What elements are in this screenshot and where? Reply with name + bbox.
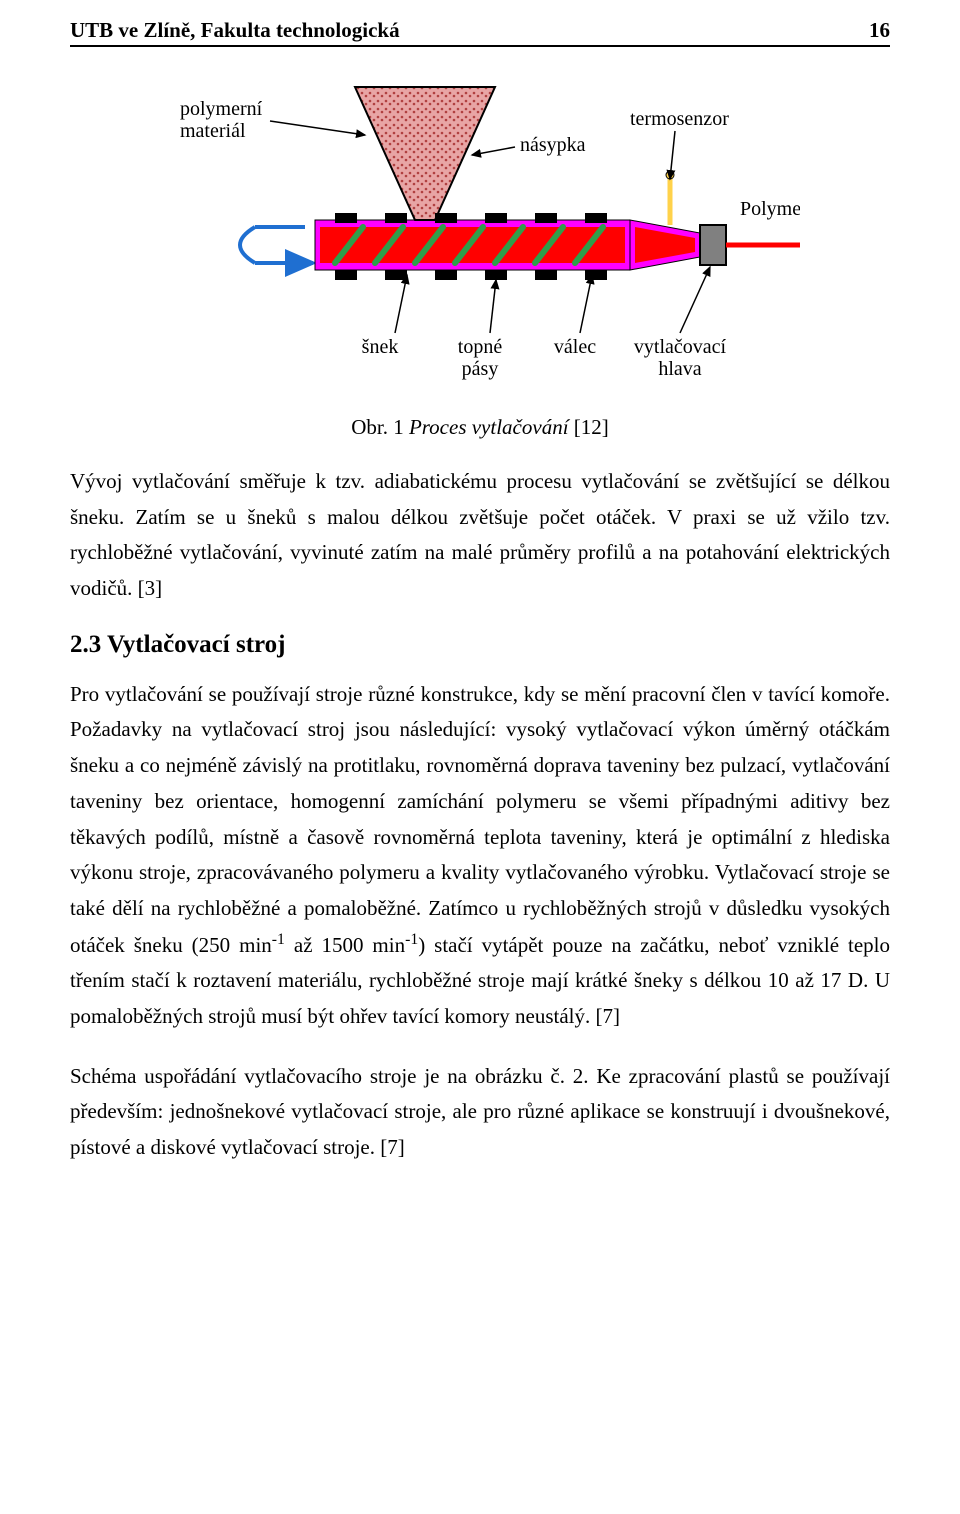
figure-caption: Obr. 1 Proces vytlačování [12] [70, 415, 890, 440]
svg-text:válec: válec [554, 336, 596, 358]
extruder-diagram: polymernímateriál násypka termosenzor Polym… [160, 75, 800, 405]
figure-container: polymernímateriál násypka termosenzor Polym… [70, 75, 890, 405]
caption-italic: Proces vytlačování [409, 415, 569, 439]
para2-sup2: -1 [405, 931, 418, 948]
svg-text:pásy: pásy [462, 358, 499, 380]
heading-2-3: 2.3 Vytlačovací stroj [70, 631, 890, 659]
para2-sup1: -1 [272, 931, 285, 948]
caption-suffix: [12] [569, 415, 609, 439]
extruder-svg: polymernímateriál násypka termosenzor Polym… [160, 75, 800, 405]
paragraph-2: Pro vytlačování se používají stroje různ… [70, 677, 890, 1035]
running-header: UTB ve Zlíně, Fakulta technologická 16 [70, 18, 890, 47]
paragraph-1: Vývoj vytlačování směřuje k tzv. adiabat… [70, 464, 890, 607]
svg-text:hlava: hlava [658, 358, 701, 380]
svg-text:násypka: násypka [520, 134, 586, 156]
para2-pre: Pro vytlačování se používají stroje různ… [70, 682, 890, 957]
svg-text:materiál: materiál [180, 120, 246, 142]
header-page-number: 16 [869, 18, 890, 43]
para2-mid: až 1500 min [285, 933, 405, 957]
paragraph-3: Schéma uspořádání vytlačovacího stroje j… [70, 1059, 890, 1166]
svg-text:šnek: šnek [362, 336, 399, 358]
header-left: UTB ve Zlíně, Fakulta technologická [70, 18, 400, 43]
svg-text:topné: topné [458, 336, 503, 358]
page: UTB ve Zlíně, Fakulta technologická 16 [0, 0, 960, 1514]
svg-text:Polymer: Polymer [740, 198, 800, 220]
caption-prefix: Obr. 1 [351, 415, 409, 439]
svg-text:vytlačovací: vytlačovací [634, 336, 727, 358]
svg-text:termosenzor: termosenzor [630, 108, 729, 130]
svg-text:polymerní: polymerní [180, 98, 263, 120]
